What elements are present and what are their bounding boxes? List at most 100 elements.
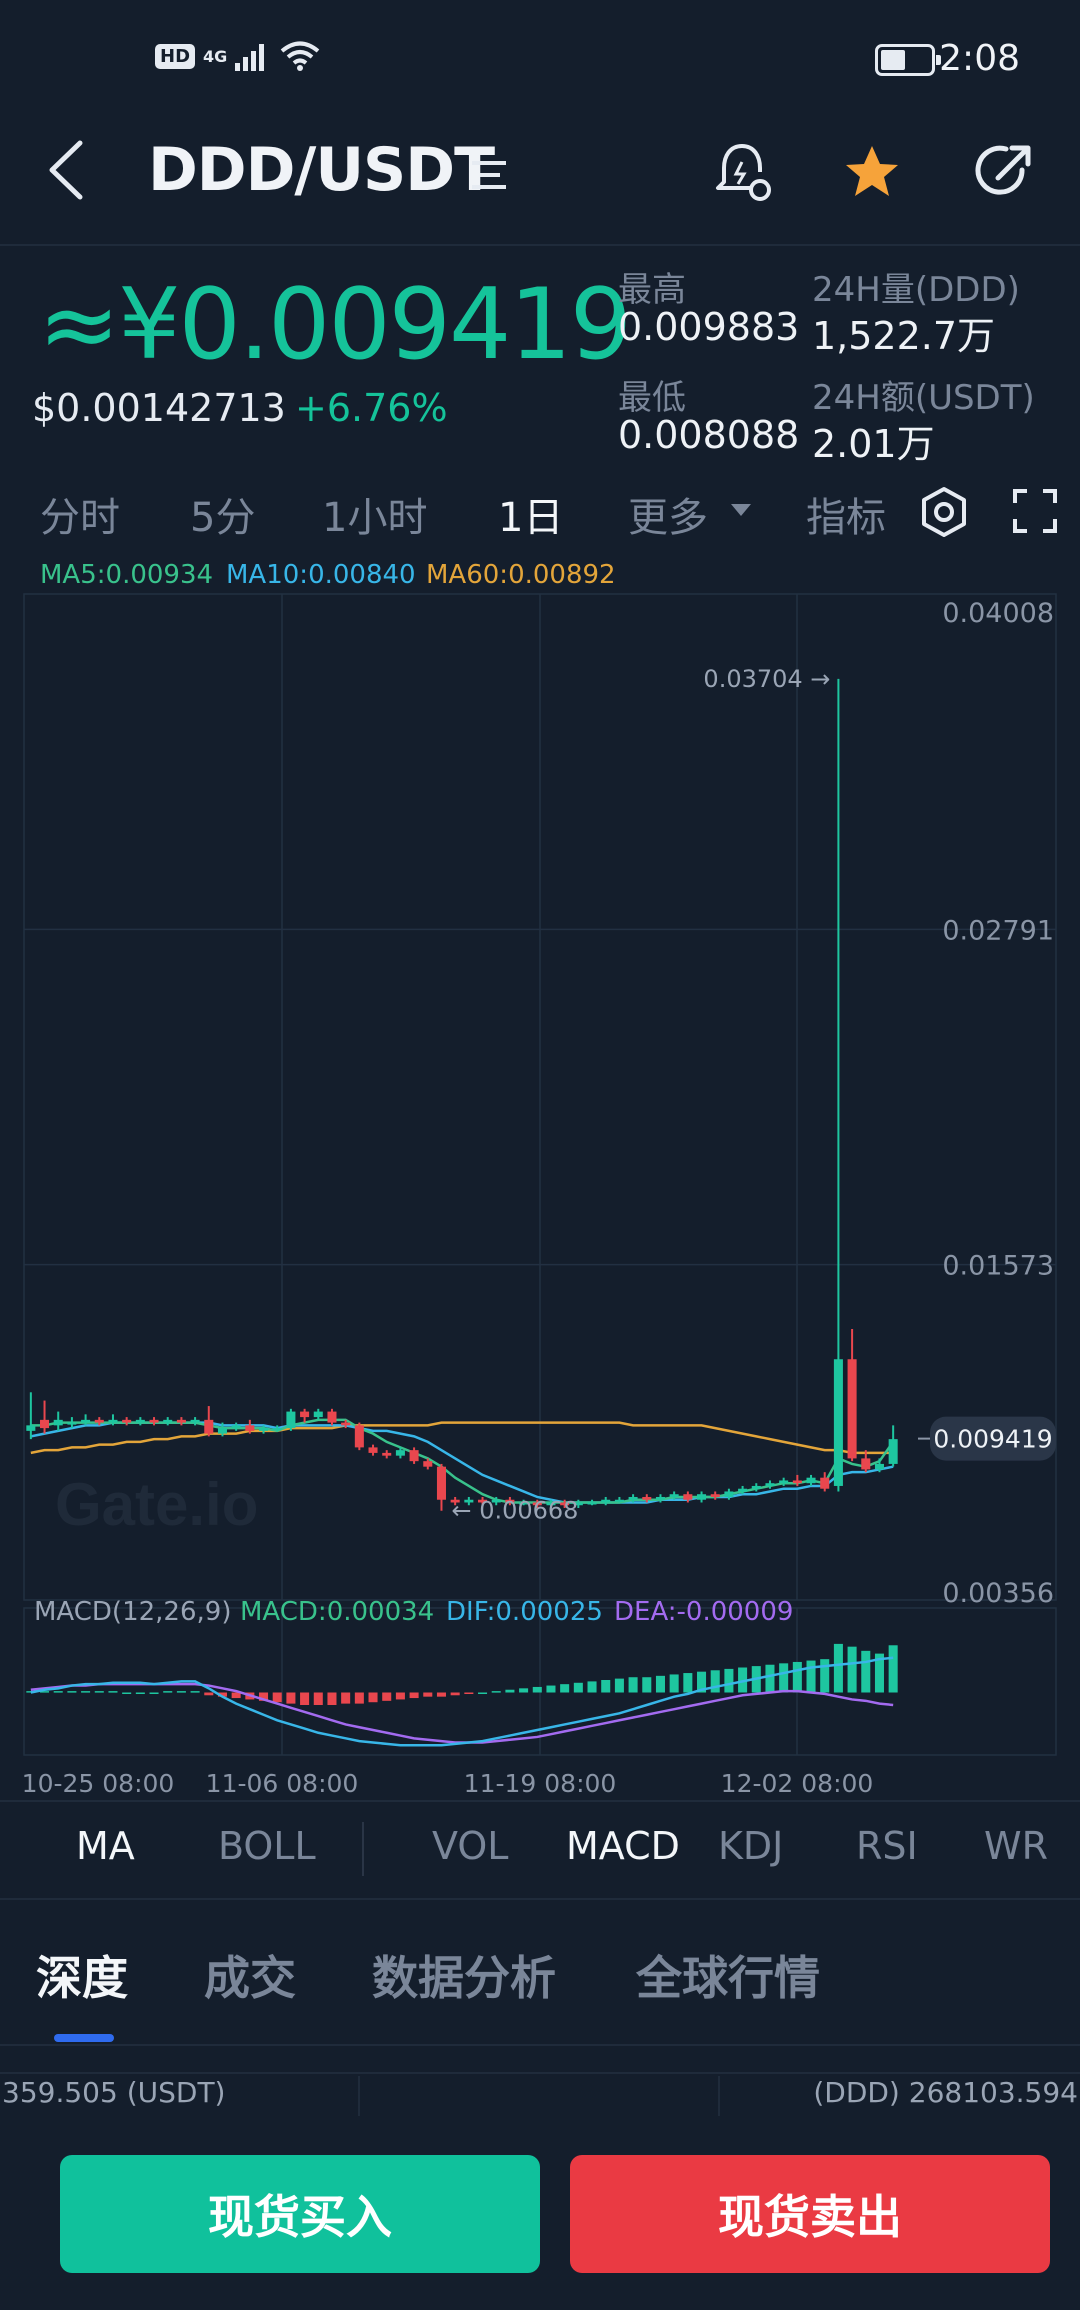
candle-body [423,1461,433,1467]
candle-body [286,1411,296,1429]
ind-tab-ma[interactable]: MA [76,1824,135,1868]
depth-sell-total: (DDD) 268103.594 [813,2076,1078,2109]
kline-chart[interactable]: Gate.io 0.03704 → ← 0.00668 0.009419 MACD(… [0,580,1080,1800]
candles [26,678,898,1511]
candle-body [245,1425,255,1431]
period-tab-more[interactable]: 更多 [628,495,708,541]
header-divider [0,244,1080,246]
macd-bar [655,1675,665,1693]
last-price: ≈¥0.009419 [38,268,632,382]
ind-tab-wr[interactable]: WR [984,1824,1048,1868]
macd-bar [888,1645,898,1693]
macd-bar [642,1677,652,1693]
candle-body [478,1499,488,1503]
macd-bar [231,1692,241,1699]
candle-body [874,1463,884,1470]
period-tab-timeline[interactable]: 分时 [40,495,120,541]
macd-bar [546,1685,556,1693]
dea-value-label: DEA:-0.00009 [614,1597,793,1627]
macd-bar [67,1691,77,1693]
candle-body [259,1428,269,1431]
tab-data-analysis[interactable]: 数据分析 [372,1951,556,2005]
period-tab-1d[interactable]: 1日 [498,495,564,541]
x-tick-label: 11-06 08:00 [206,1769,359,1798]
candle-body [231,1425,241,1429]
macd-bar [683,1673,693,1693]
macd-frame [23,1607,1057,1756]
tab-depth[interactable]: 深度 [36,1951,128,2005]
macd-bar [491,1691,501,1693]
candle-body [642,1496,652,1500]
macd-bar [286,1692,296,1704]
indicator-divider [0,1898,1080,1900]
y-tick-label: 0.02791 [942,915,1054,946]
tab-trades[interactable]: 成交 [204,1951,296,2005]
watermark: Gate.io [55,1471,258,1538]
star-icon[interactable] [840,140,904,204]
price-alert-icon[interactable] [710,140,774,204]
candle-body [847,1359,857,1459]
x-tick-label: 11-19 08:00 [464,1769,617,1798]
period-tab-5m[interactable]: 5分 [190,495,256,541]
tab-global-market[interactable]: 全球行情 [636,1951,820,2005]
price-usd: $0.00142713 [32,386,286,430]
ind-tab-kdj[interactable]: KDJ [718,1824,784,1868]
ind-tab-macd[interactable]: MACD [566,1824,680,1868]
candle-body [190,1419,200,1423]
ind-tab-boll[interactable]: BOLL [218,1824,316,1868]
ind-tab-rsi[interactable]: RSI [856,1824,918,1868]
candle-body [669,1494,679,1497]
pair-title[interactable]: DDD/USDT [148,135,495,205]
macd-bar [601,1680,611,1693]
status-bar-left: HD 4G [155,40,321,72]
settings-icon[interactable] [918,486,970,538]
high-label: 最高 [618,270,686,310]
high-value: 0.009883 [618,305,800,349]
fullscreen-icon[interactable] [1012,488,1058,534]
ind-tab-vol[interactable]: VOL [432,1824,509,1868]
macd-bar [272,1692,282,1703]
candle-body [94,1419,104,1423]
dif-value-label: DIF:0.00025 [446,1597,603,1627]
low-label: 最低 [618,378,686,418]
macd-bar [259,1692,269,1701]
candle-body [53,1419,63,1426]
pair-menu-icon[interactable] [470,155,510,195]
candle-body [40,1419,50,1429]
macd-bar [833,1643,843,1693]
candle-body [368,1447,378,1453]
y-tick-label: 0.01573 [942,1251,1054,1282]
status-time: 2:08 [939,38,1020,79]
candle-body [820,1477,830,1489]
macd-bar [395,1692,405,1700]
macd-bar [204,1692,214,1696]
share-icon[interactable] [972,140,1036,204]
macd-bar [765,1664,775,1693]
active-tab-indicator [54,2034,114,2042]
macd-panel: MACD(12,26,9) MACD:0.00034 DIF:0.00025 DEA:… [26,1597,898,1747]
candle-body [313,1411,323,1418]
macd-bar [560,1684,570,1693]
candle-body [697,1494,707,1500]
ma5-line [30,1418,895,1504]
cellular-signal-icon [235,44,265,71]
candle-body [806,1477,816,1484]
macd-bar [300,1692,310,1705]
spot-sell-button[interactable]: 现货卖出 [570,2155,1050,2273]
candle-body [108,1419,118,1423]
candle-body [751,1485,761,1489]
y-tick-label: 0.00356 [942,1578,1054,1609]
candle-body [546,1502,556,1506]
macd-bar [587,1681,597,1693]
back-icon[interactable] [40,135,100,205]
macd-bar [81,1691,91,1693]
macd-bar [738,1667,748,1693]
spot-buy-button[interactable]: 现货买入 [60,2155,540,2273]
candle-body [505,1499,515,1503]
period-tab-1h[interactable]: 1小时 [322,495,428,541]
network-label: 4G [203,46,228,66]
indicator-tab[interactable]: 指标 [806,495,886,541]
macd-bar [697,1671,707,1693]
candle-body [67,1422,77,1425]
macd-bar [820,1659,830,1693]
